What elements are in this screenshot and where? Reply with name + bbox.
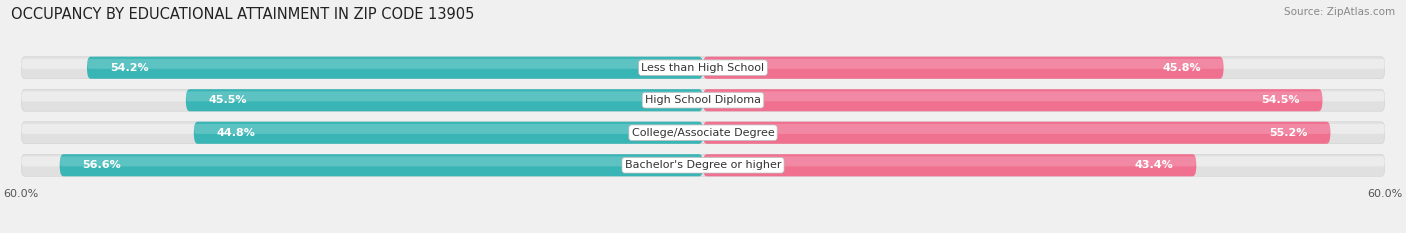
Text: 55.2%: 55.2%	[1270, 128, 1308, 138]
Text: High School Diploma: High School Diploma	[645, 95, 761, 105]
FancyBboxPatch shape	[194, 122, 703, 144]
Text: Bachelor's Degree or higher: Bachelor's Degree or higher	[624, 160, 782, 170]
FancyBboxPatch shape	[21, 89, 1385, 111]
Text: Less than High School: Less than High School	[641, 63, 765, 73]
FancyBboxPatch shape	[703, 59, 1223, 69]
FancyBboxPatch shape	[703, 91, 1323, 101]
FancyBboxPatch shape	[59, 156, 703, 166]
Text: 45.5%: 45.5%	[208, 95, 247, 105]
Text: College/Associate Degree: College/Associate Degree	[631, 128, 775, 138]
Text: Source: ZipAtlas.com: Source: ZipAtlas.com	[1284, 7, 1395, 17]
FancyBboxPatch shape	[186, 91, 703, 101]
FancyBboxPatch shape	[703, 57, 1223, 79]
Text: 43.4%: 43.4%	[1135, 160, 1174, 170]
FancyBboxPatch shape	[87, 59, 703, 69]
FancyBboxPatch shape	[186, 89, 703, 111]
FancyBboxPatch shape	[21, 91, 1385, 101]
FancyBboxPatch shape	[703, 122, 1330, 144]
FancyBboxPatch shape	[21, 156, 1385, 166]
FancyBboxPatch shape	[21, 154, 1385, 176]
FancyBboxPatch shape	[21, 57, 1385, 79]
FancyBboxPatch shape	[21, 122, 1385, 144]
FancyBboxPatch shape	[194, 124, 703, 134]
FancyBboxPatch shape	[703, 156, 1197, 166]
Text: 54.5%: 54.5%	[1261, 95, 1299, 105]
FancyBboxPatch shape	[703, 89, 1323, 111]
FancyBboxPatch shape	[21, 124, 1385, 134]
FancyBboxPatch shape	[87, 57, 703, 79]
Text: 56.6%: 56.6%	[83, 160, 121, 170]
FancyBboxPatch shape	[703, 124, 1330, 134]
FancyBboxPatch shape	[21, 59, 1385, 69]
Text: 45.8%: 45.8%	[1163, 63, 1201, 73]
Text: 54.2%: 54.2%	[110, 63, 149, 73]
Text: OCCUPANCY BY EDUCATIONAL ATTAINMENT IN ZIP CODE 13905: OCCUPANCY BY EDUCATIONAL ATTAINMENT IN Z…	[11, 7, 475, 22]
FancyBboxPatch shape	[703, 154, 1197, 176]
Text: 44.8%: 44.8%	[217, 128, 256, 138]
FancyBboxPatch shape	[59, 154, 703, 176]
